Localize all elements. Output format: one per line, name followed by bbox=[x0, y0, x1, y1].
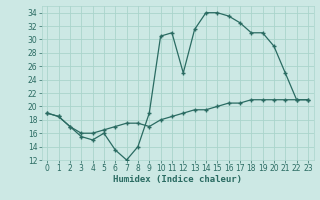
X-axis label: Humidex (Indice chaleur): Humidex (Indice chaleur) bbox=[113, 175, 242, 184]
